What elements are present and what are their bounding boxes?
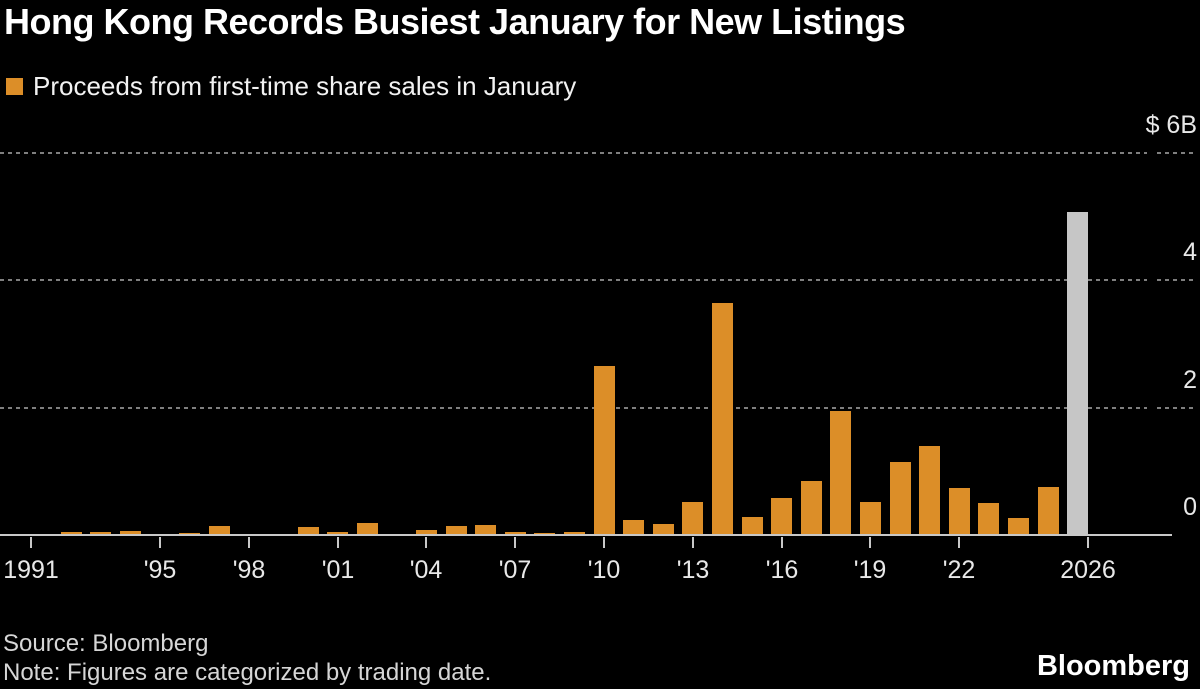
x-axis-label-2001: '01 [321, 556, 355, 584]
gridline-4 [0, 279, 1147, 281]
x-axis-label-2022: '22 [942, 556, 976, 584]
bar-2023 [978, 503, 999, 535]
bar-2002 [357, 523, 378, 535]
x-tick-2019 [869, 537, 871, 548]
bar-2015 [742, 517, 763, 535]
bar-2026 [1067, 212, 1088, 535]
y-axis-label-0: 0 [1183, 493, 1197, 521]
x-tick-1991 [30, 537, 32, 548]
bar-1997 [209, 526, 230, 535]
bar-2014 [712, 303, 733, 535]
bar-2019 [860, 502, 881, 535]
bar-2016 [771, 498, 792, 535]
x-axis-label-2026: 2026 [1060, 556, 1116, 584]
bar-1994 [120, 531, 141, 535]
x-axis-label-1995: '95 [143, 556, 177, 584]
legend-label: Proceeds from first-time share sales in … [33, 71, 577, 101]
bar-2021 [919, 446, 940, 535]
bar-2000 [298, 527, 319, 535]
gridline-4-right-stub [1157, 279, 1197, 281]
bar-2022 [949, 488, 970, 535]
x-tick-2013 [692, 537, 694, 548]
bar-2013 [682, 502, 703, 535]
x-tick-2022 [958, 537, 960, 548]
x-tick-1998 [248, 537, 250, 548]
x-tick-2010 [603, 537, 605, 548]
y-axis-label-6: $ 6B [1145, 111, 1197, 139]
gridline-2-right-stub [1157, 407, 1197, 409]
x-axis-label-2004: '04 [409, 556, 443, 584]
bar-1993 [90, 532, 111, 535]
x-axis-label-2010: '10 [587, 556, 621, 584]
gridline-2 [0, 407, 1147, 409]
x-tick-1995 [159, 537, 161, 548]
source-note: Source: Bloomberg [3, 630, 209, 657]
bar-2004 [416, 530, 437, 535]
bar-1992 [61, 532, 82, 535]
bloomberg-logo: Bloomberg [1036, 650, 1190, 682]
x-tick-2026 [1087, 537, 1089, 548]
x-axis-label-2013: '13 [676, 556, 710, 584]
bar-2009 [564, 532, 585, 535]
bar-2017 [801, 481, 822, 535]
legend: Proceeds from first-time share sales in … [6, 71, 576, 102]
legend-swatch-icon [6, 78, 23, 95]
bar-2012 [653, 524, 674, 535]
bar-2011 [623, 520, 644, 535]
bar-2006 [475, 525, 496, 535]
footnote: Note: Figures are categorized by trading… [3, 659, 492, 686]
x-tick-2007 [514, 537, 516, 548]
y-axis-label-4: 4 [1183, 238, 1197, 266]
bar-2001 [327, 532, 348, 535]
x-axis-label-2007: '07 [498, 556, 532, 584]
bar-2018 [830, 411, 851, 535]
y-axis-label-2: 2 [1183, 366, 1197, 394]
bar-2010 [594, 366, 615, 535]
x-axis-label-2019: '19 [853, 556, 887, 584]
chart-title: Hong Kong Records Busiest January for Ne… [4, 1, 906, 42]
gridline-6 [0, 152, 1147, 154]
bar-2024 [1008, 518, 1029, 535]
bar-2007 [505, 532, 526, 535]
x-axis-label-1998: '98 [232, 556, 266, 584]
bar-2020 [890, 462, 911, 535]
x-axis-line [0, 534, 1172, 536]
gridline-6-right-stub [1157, 152, 1197, 154]
bar-2005 [446, 526, 467, 535]
bar-2025 [1038, 487, 1059, 535]
x-axis-label-1991: 1991 [3, 556, 59, 584]
x-axis-label-2016: '16 [765, 556, 799, 584]
x-tick-2001 [337, 537, 339, 548]
x-tick-2016 [781, 537, 783, 548]
x-tick-2004 [425, 537, 427, 548]
